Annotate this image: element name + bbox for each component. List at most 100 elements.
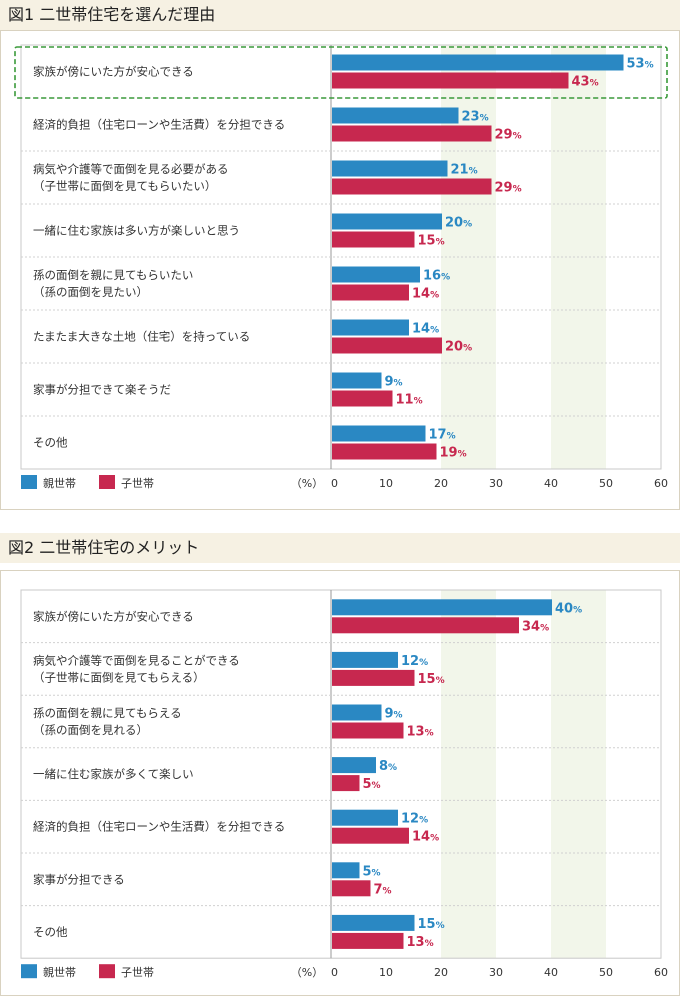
- value-suffix: %: [394, 711, 403, 721]
- bar-parent-3: [332, 757, 376, 774]
- bar-parent-2: [332, 704, 382, 721]
- x-tick-label: 30: [489, 477, 503, 490]
- legend-swatch-child: [99, 475, 115, 489]
- legend-label-parent: 親世帯: [43, 477, 76, 490]
- axis-unit-label: （%）: [291, 966, 323, 979]
- x-tick-label: 10: [379, 966, 393, 979]
- value-suffix: %: [447, 432, 456, 442]
- bar-child-5: [332, 880, 371, 897]
- value-suffix: %: [645, 61, 654, 71]
- value-suffix: %: [372, 781, 381, 791]
- value-label-parent: 53%: [627, 57, 654, 72]
- value-suffix: %: [436, 238, 445, 248]
- x-tick-label: 60: [654, 966, 668, 979]
- category-label: その他: [33, 925, 68, 939]
- legend-swatch-child: [99, 964, 115, 979]
- legend-swatch-parent: [21, 475, 37, 489]
- legend-label-child: 子世帯: [121, 477, 154, 490]
- category-label: 孫の面倒を親に見てもらえる: [33, 706, 182, 720]
- bar-child-6: [332, 390, 393, 407]
- value-label-child: 15%: [418, 234, 445, 249]
- x-tick-label: 0: [331, 966, 338, 979]
- x-tick-label: 20: [434, 477, 448, 490]
- value-label-parent: 5%: [363, 864, 381, 879]
- value-label-child: 43%: [572, 75, 599, 90]
- value-suffix: %: [388, 763, 397, 773]
- category-label: 家族が傍にいた方が安心できる: [33, 609, 194, 623]
- x-tick-label: 50: [599, 966, 613, 979]
- value-label-child: 7%: [374, 882, 392, 897]
- value-suffix: %: [436, 921, 445, 931]
- value-label-child: 11%: [396, 393, 423, 408]
- bar-child-0: [332, 617, 519, 634]
- bar-parent-6: [332, 372, 382, 389]
- bar-child-0: [332, 72, 569, 89]
- value-suffix: %: [458, 450, 467, 460]
- category-label: （孫の面倒を見れる）: [33, 723, 148, 737]
- bar-parent-5: [332, 319, 409, 336]
- value-label-parent: 12%: [401, 812, 428, 827]
- category-label: 病気や介護等で面倒を見ることができる: [33, 653, 240, 667]
- x-tick-label: 40: [544, 966, 558, 979]
- category-label: 孫の面倒を親に見てもらいたい: [33, 268, 193, 282]
- plot-frame: [20, 589, 662, 959]
- bar-child-7: [332, 443, 437, 460]
- bar-parent-6: [332, 914, 415, 931]
- category-label: 一緒に住む家族は多い方が楽しいと思う: [33, 224, 240, 238]
- bar-child-2: [332, 178, 492, 195]
- bar-child-2: [332, 722, 404, 739]
- value-label-child: 34%: [522, 619, 549, 634]
- bar-child-3: [332, 231, 415, 248]
- value-label-child: 20%: [445, 340, 472, 355]
- value-label-parent: 12%: [401, 654, 428, 669]
- value-label-parent: 40%: [555, 601, 582, 616]
- value-suffix: %: [372, 868, 381, 878]
- figure2-title: 図2 二世帯住宅のメリット: [0, 533, 680, 563]
- value-label-parent: 14%: [412, 322, 439, 337]
- bar-child-1: [332, 125, 492, 142]
- value-label-parent: 15%: [418, 917, 445, 932]
- x-tick-label: 20: [434, 966, 448, 979]
- category-label: 家事が分担できて楽そうだ: [33, 383, 171, 397]
- value-suffix: %: [419, 658, 428, 668]
- bar-parent-5: [332, 862, 360, 879]
- bar-parent-7: [332, 425, 426, 442]
- value-suffix: %: [469, 167, 478, 177]
- figure1-chart: 家族が傍にいた方が安心できる 53% 43% 経済的負担（住宅ローンや生活費）を分担で…: [14, 44, 668, 490]
- bar-child-1: [332, 669, 415, 686]
- value-label-child: 14%: [412, 287, 439, 302]
- value-label-parent: 23%: [462, 110, 489, 125]
- value-suffix: %: [513, 132, 522, 142]
- figure2-chart: 家族が傍にいた方が安心できる 40%34%病気や介護等で面倒を見ることができる（子…: [20, 589, 668, 979]
- value-label-parent: 9%: [385, 375, 403, 390]
- value-label-child: 29%: [495, 128, 522, 143]
- bar-child-4: [332, 284, 409, 301]
- value-label-child: 14%: [412, 830, 439, 845]
- figure1-title: 図1 二世帯住宅を選んだ理由: [0, 0, 680, 30]
- value-suffix: %: [573, 605, 582, 615]
- value-suffix: %: [513, 185, 522, 195]
- value-suffix: %: [414, 397, 423, 407]
- figure2-panel: 家族が傍にいた方が安心できる 40% 34% 病気や介護等で面倒を見ることができる （子…: [0, 570, 680, 996]
- x-tick-label: 60: [654, 477, 668, 490]
- value-label-child: 19%: [440, 446, 467, 461]
- plot-band: [441, 590, 496, 959]
- value-label-parent: 9%: [385, 707, 403, 722]
- bar-parent-1: [332, 107, 459, 124]
- value-suffix: %: [590, 79, 599, 89]
- value-label-parent: 20%: [445, 216, 472, 231]
- category-label: （子世帯に面倒を見てもらいたい）: [33, 179, 216, 193]
- value-label-child: 5%: [363, 777, 381, 792]
- value-suffix: %: [425, 939, 434, 949]
- bar-parent-2: [332, 160, 448, 177]
- value-suffix: %: [463, 344, 472, 354]
- value-suffix: %: [383, 886, 392, 896]
- highlight-box: [14, 46, 668, 99]
- x-tick-label: 40: [544, 477, 558, 490]
- category-label: 家族が傍にいた方が安心できる: [33, 65, 194, 79]
- value-label-parent: 8%: [379, 759, 397, 774]
- category-label: 一緒に住む家族が多くて楽しい: [33, 767, 194, 781]
- value-suffix: %: [463, 220, 472, 230]
- bar-child-3: [332, 775, 360, 792]
- legend-label-child: 子世帯: [121, 966, 154, 979]
